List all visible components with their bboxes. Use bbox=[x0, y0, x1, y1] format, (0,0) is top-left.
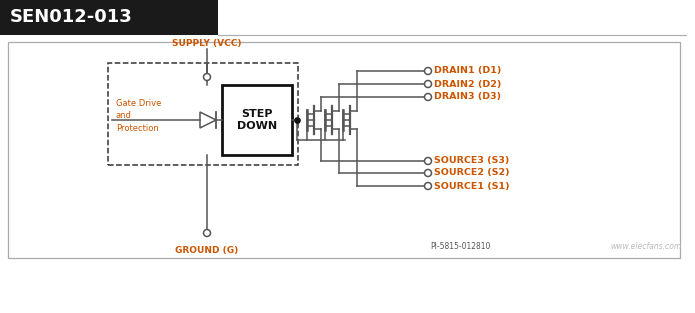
Text: www.elecfans.com: www.elecfans.com bbox=[610, 242, 681, 251]
Text: GROUND (G): GROUND (G) bbox=[175, 246, 238, 255]
Text: DRAIN3 (D3): DRAIN3 (D3) bbox=[434, 93, 501, 101]
Circle shape bbox=[425, 157, 432, 165]
Text: SOURCE1 (S1): SOURCE1 (S1) bbox=[434, 182, 509, 191]
Text: Gate Drive
and
Protection: Gate Drive and Protection bbox=[116, 99, 161, 133]
Circle shape bbox=[425, 182, 432, 189]
Text: SOURCE2 (S2): SOURCE2 (S2) bbox=[434, 168, 509, 177]
Text: DRAIN1 (D1): DRAIN1 (D1) bbox=[434, 66, 501, 75]
Circle shape bbox=[204, 229, 211, 237]
Circle shape bbox=[425, 170, 432, 177]
Text: DRAIN2 (D2): DRAIN2 (D2) bbox=[434, 80, 501, 89]
Circle shape bbox=[425, 68, 432, 74]
Text: PI-5815-012810: PI-5815-012810 bbox=[430, 242, 491, 251]
Bar bbox=[8, 42, 680, 258]
Bar bbox=[0, 0, 218, 35]
Text: SOURCE3 (S3): SOURCE3 (S3) bbox=[434, 156, 509, 166]
Circle shape bbox=[204, 74, 211, 80]
Bar bbox=[108, 63, 298, 165]
Bar bbox=[222, 85, 292, 155]
Text: STEP
DOWN: STEP DOWN bbox=[237, 109, 277, 131]
Text: SUPPLY (VCC): SUPPLY (VCC) bbox=[172, 39, 242, 48]
Circle shape bbox=[425, 94, 432, 100]
Circle shape bbox=[425, 80, 432, 88]
Text: SEN012-013: SEN012-013 bbox=[10, 8, 133, 27]
